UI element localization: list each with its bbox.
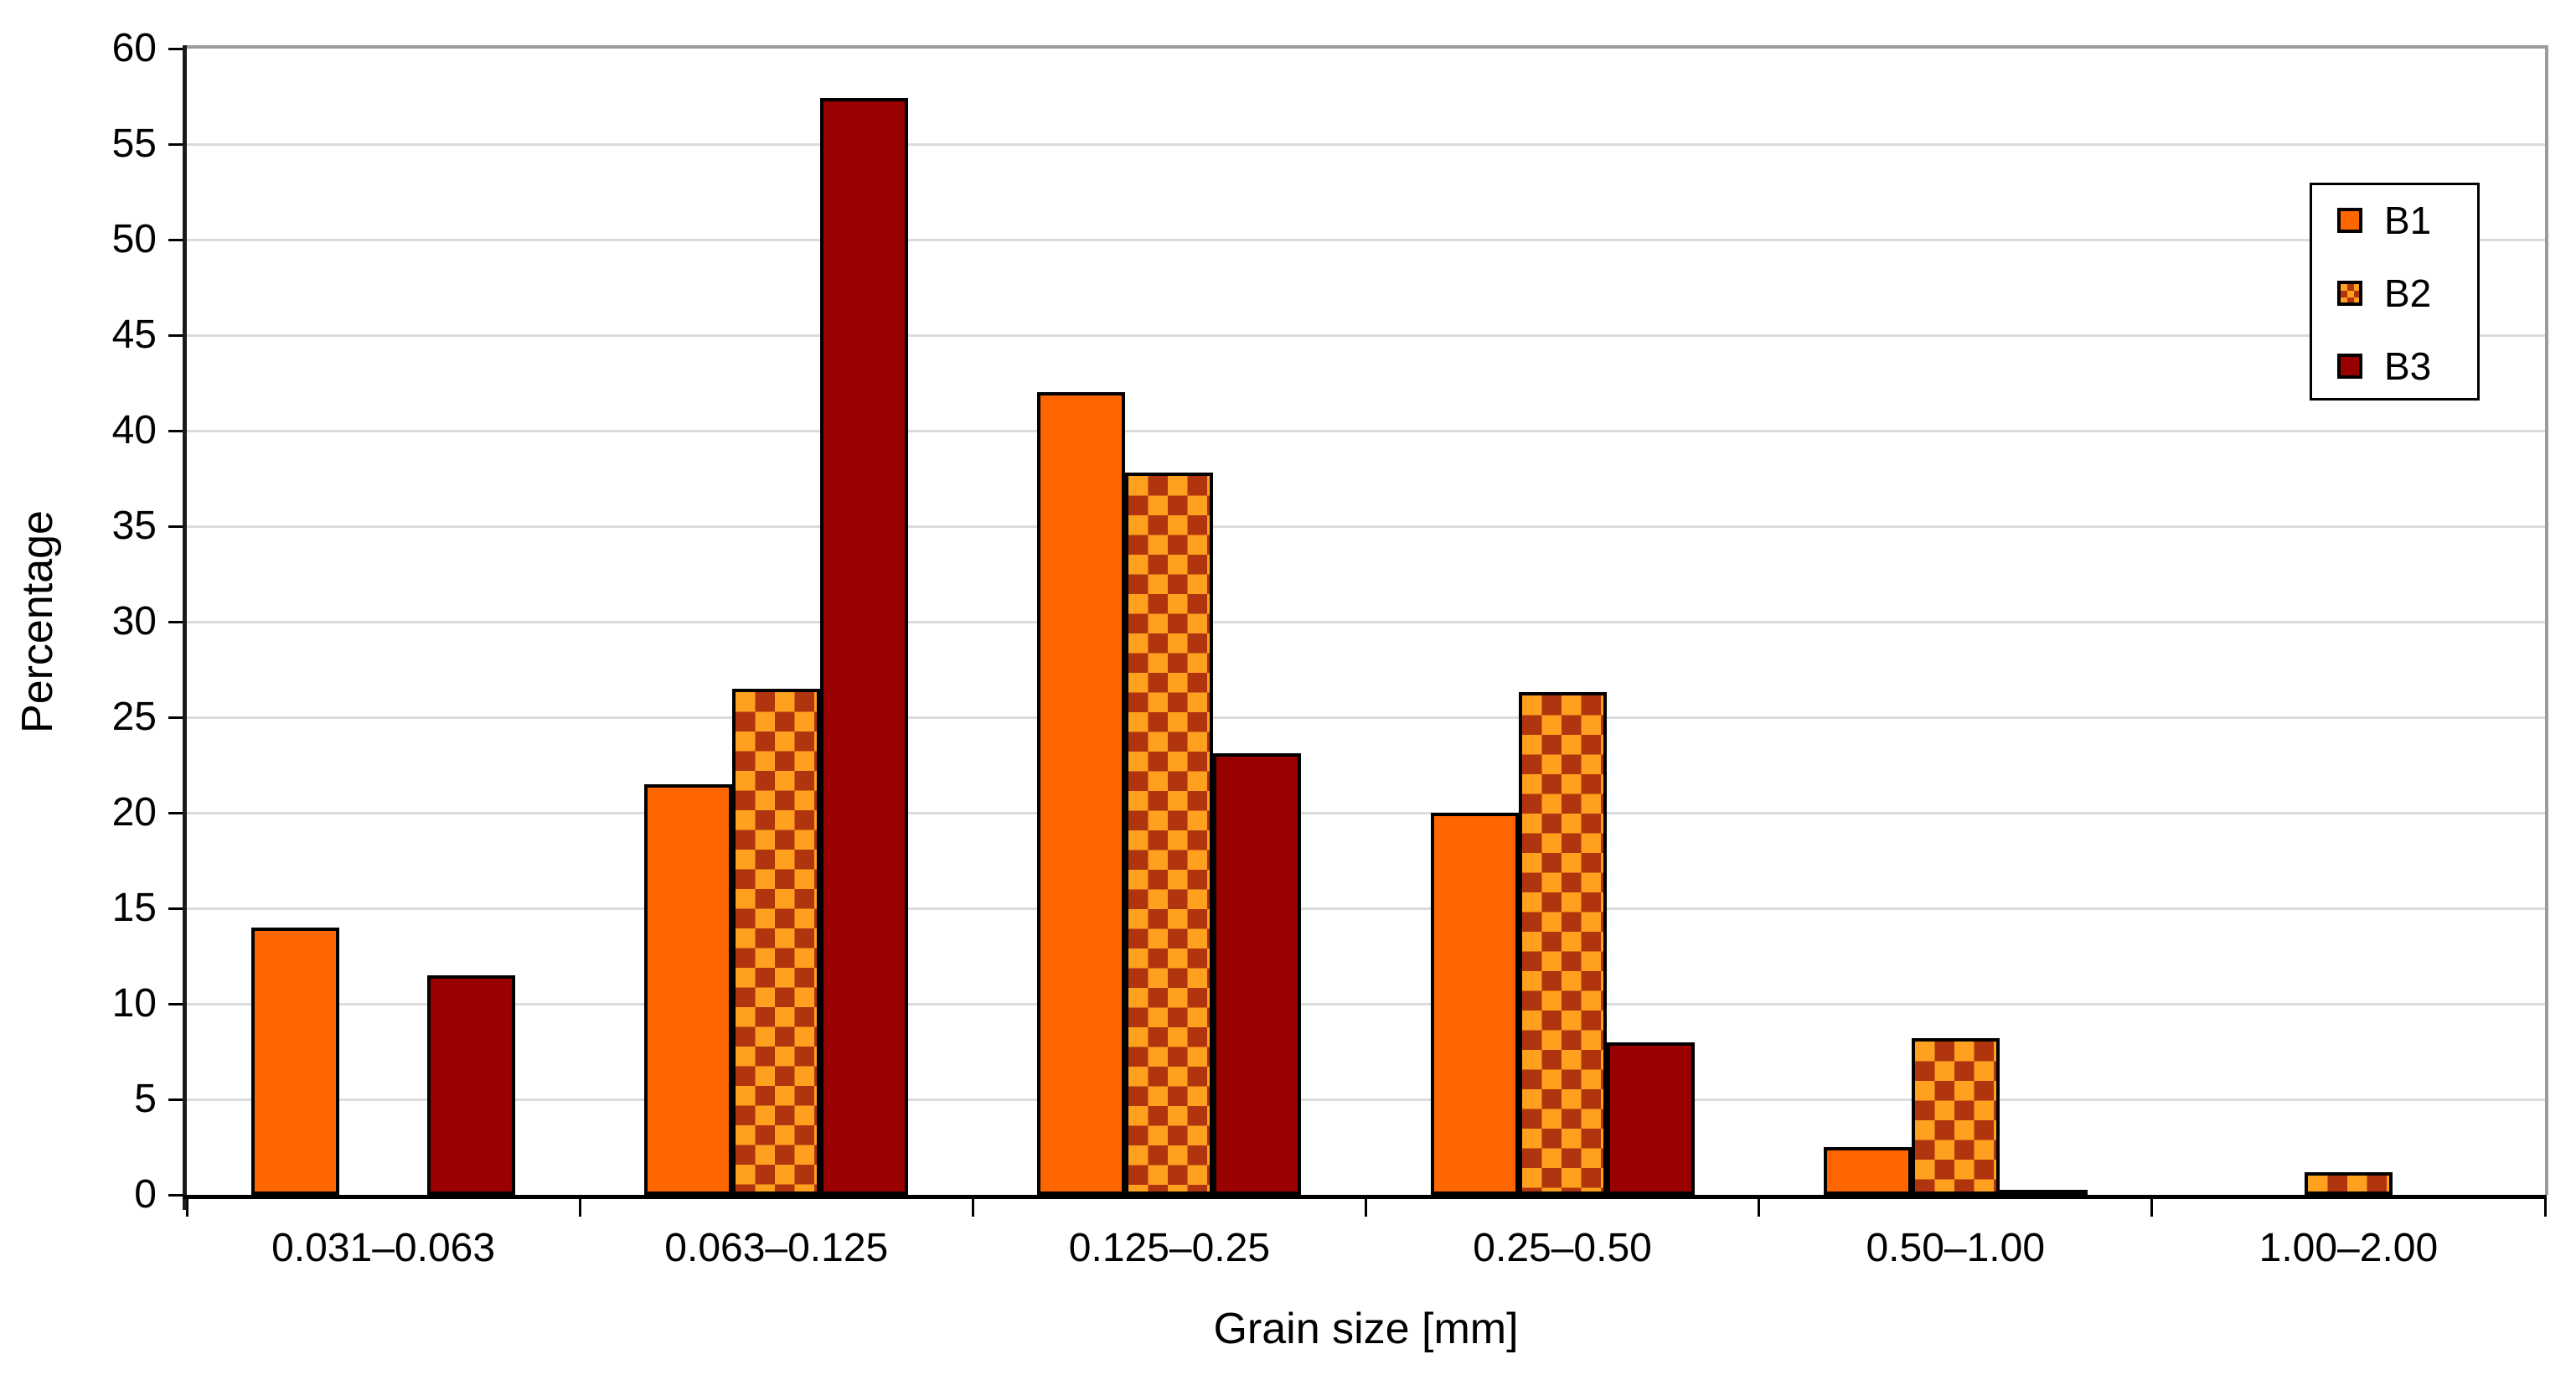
x-category-label: 0.063–0.125 — [664, 1226, 889, 1270]
y-axis-tick — [168, 429, 187, 432]
legend-swatch-b3 — [2337, 354, 2362, 379]
bar-b1 — [251, 927, 340, 1195]
legend-swatch-b2 — [2337, 281, 2362, 306]
y-tick-label: 15 — [111, 886, 157, 930]
y-tick-label: 55 — [111, 121, 157, 166]
x-axis-tick — [1365, 1195, 1367, 1217]
legend-item-b2: B2 — [2337, 274, 2431, 313]
y-axis-tick — [168, 907, 187, 910]
bar-b2 — [1518, 692, 1607, 1195]
y-tick-label: 45 — [111, 313, 157, 357]
gridline — [187, 620, 2545, 623]
x-category-label: 0.125–0.25 — [1068, 1226, 1271, 1270]
gridline — [187, 907, 2545, 910]
bar-b3 — [1606, 1042, 1695, 1195]
bar-b2 — [732, 688, 821, 1195]
x-category-label: 0.031–0.063 — [271, 1226, 496, 1270]
bar-b2 — [1125, 473, 1214, 1195]
x-axis-title: Grain size [mm] — [1213, 1305, 1519, 1353]
y-axis-tick — [168, 620, 187, 623]
gridline — [187, 525, 2545, 528]
y-tick-label: 50 — [111, 217, 157, 261]
legend-label: B3 — [2384, 344, 2432, 388]
legend-item-b3: B3 — [2337, 347, 2431, 385]
x-axis-tick — [971, 1195, 974, 1217]
y-axis-tick — [168, 525, 187, 528]
y-axis-line — [183, 45, 187, 1210]
y-axis-tick — [168, 1193, 187, 1197]
gridline — [187, 1098, 2545, 1101]
bar-b1 — [1037, 392, 1126, 1195]
y-axis-tick — [168, 238, 187, 241]
x-category-label: 0.25–0.50 — [1473, 1226, 1652, 1270]
x-axis-tick — [2150, 1195, 2154, 1217]
bar-b3 — [1213, 753, 1302, 1195]
gridline — [187, 429, 2545, 432]
legend-label: B1 — [2384, 199, 2432, 242]
y-axis-tick — [168, 333, 187, 337]
legend-label: B2 — [2384, 271, 2432, 315]
y-tick-label: 60 — [111, 26, 157, 70]
x-category-label: 1.00–2.00 — [2259, 1226, 2439, 1270]
y-axis-tick — [168, 47, 187, 50]
y-tick-label: 30 — [111, 599, 157, 644]
gridline — [187, 333, 2545, 337]
bar-b1 — [1823, 1147, 1912, 1195]
bar-b2 — [1911, 1038, 2000, 1195]
x-axis-tick — [1758, 1195, 1761, 1217]
y-axis-tick — [168, 716, 187, 719]
x-category-label: 0.50–1.00 — [1866, 1226, 2046, 1270]
gridline — [187, 716, 2545, 719]
y-axis-tick — [168, 142, 187, 146]
y-axis-tick — [168, 1002, 187, 1005]
y-tick-label: 40 — [111, 408, 157, 452]
x-axis-line — [183, 1195, 2545, 1199]
bar-b2 — [2304, 1171, 2393, 1195]
x-axis-tick — [578, 1195, 581, 1217]
plot-border-top — [187, 45, 2548, 49]
bar-b1 — [644, 783, 733, 1195]
x-axis-tick — [2543, 1195, 2547, 1217]
gridline — [187, 811, 2545, 814]
bar-b1 — [1430, 813, 1519, 1195]
x-axis-tick — [185, 1195, 188, 1217]
legend-item-b1: B1 — [2337, 201, 2431, 240]
y-tick-label: 20 — [111, 790, 157, 835]
legend-swatch-b1 — [2337, 208, 2362, 233]
bar-b3 — [820, 98, 909, 1195]
y-tick-label: 5 — [134, 1077, 157, 1121]
y-tick-label: 0 — [134, 1172, 157, 1217]
gridline — [187, 1002, 2545, 1005]
bar-b3 — [427, 974, 516, 1195]
y-axis-tick — [168, 1098, 187, 1101]
gridline — [187, 238, 2545, 241]
legend: B1 B2 B3 — [2310, 183, 2480, 401]
plot-border-right — [2545, 45, 2548, 1195]
y-tick-label: 35 — [111, 504, 157, 548]
y-tick-label: 25 — [111, 695, 157, 739]
y-tick-label: 10 — [111, 981, 157, 1026]
gridline — [187, 142, 2545, 146]
y-axis-tick — [168, 811, 187, 814]
